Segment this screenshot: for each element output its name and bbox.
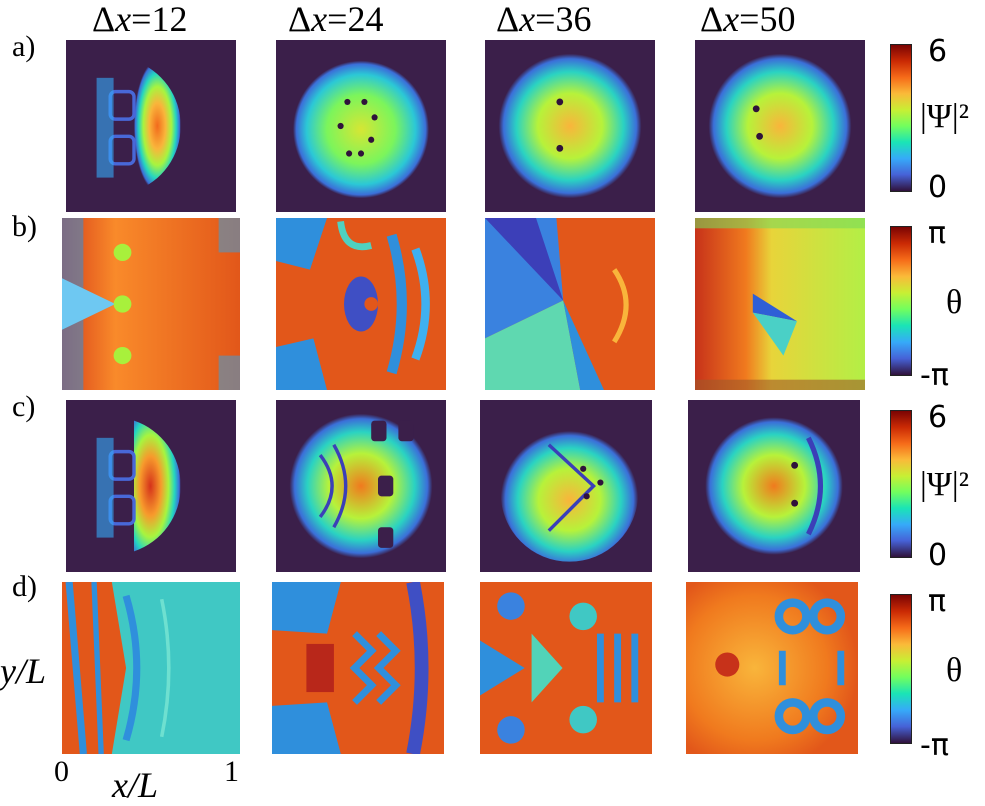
colorbar-phase-top-min: -π: [920, 358, 949, 393]
colorbar-amplitude-bottom-min: 0: [928, 538, 948, 573]
panel-b2: [276, 218, 446, 390]
colorbar-phase-bottom: [890, 594, 912, 744]
colorbar-amplitude-top-symbol: |Ψ|²: [920, 98, 969, 135]
panel-d2: [272, 582, 444, 754]
colorbar-amplitude-top-min: 0: [928, 170, 948, 205]
row-label-a: a): [12, 30, 36, 63]
panel-c2: [276, 400, 446, 572]
panel-b1: [62, 218, 240, 390]
colorbar-amplitude-bottom: [890, 410, 912, 558]
colorbar-phase-top: [890, 226, 912, 376]
panel-a3: [485, 40, 655, 212]
panel-d1: [62, 582, 240, 754]
panel-a2: [276, 40, 446, 212]
colorbar-phase-top-symbol: θ: [946, 284, 963, 321]
colorbar-phase-bottom-symbol: θ: [946, 652, 963, 689]
column-title-2: Δx=24: [288, 0, 384, 39]
row-label-d: d): [12, 570, 37, 603]
panel-b3: [485, 218, 655, 390]
colorbar-amplitude-bottom-symbol: |Ψ|²: [920, 466, 969, 503]
colorbar-amplitude-top-max: 6: [928, 34, 948, 69]
panel-c4: [688, 400, 860, 572]
colorbar-amplitude-top: [890, 44, 912, 192]
panel-a4: [695, 40, 865, 212]
column-title-3: Δx=36: [496, 0, 592, 39]
panel-c1: [66, 400, 236, 572]
column-title-1: Δx=12: [92, 0, 188, 39]
colorbar-phase-bottom-min: -π: [920, 728, 949, 763]
y-axis-label: y/L: [0, 651, 47, 691]
row-label-b: b): [12, 210, 37, 243]
row-label-c: c): [12, 390, 36, 423]
panel-d3: [480, 582, 652, 754]
panel-c3: [480, 400, 652, 572]
panel-a1: [66, 40, 236, 212]
colorbar-amplitude-bottom-max: 6: [928, 400, 948, 435]
column-title-4: Δx=50: [700, 0, 796, 39]
panel-d4: [686, 582, 858, 754]
x-axis-max-label: 1: [224, 755, 239, 788]
x-axis-label: x/L: [112, 765, 159, 805]
panel-b4: [695, 218, 865, 390]
colorbar-phase-bottom-max: π: [928, 584, 947, 619]
x-axis-min-label: 0: [54, 755, 69, 788]
colorbar-phase-top-max: π: [928, 216, 947, 251]
